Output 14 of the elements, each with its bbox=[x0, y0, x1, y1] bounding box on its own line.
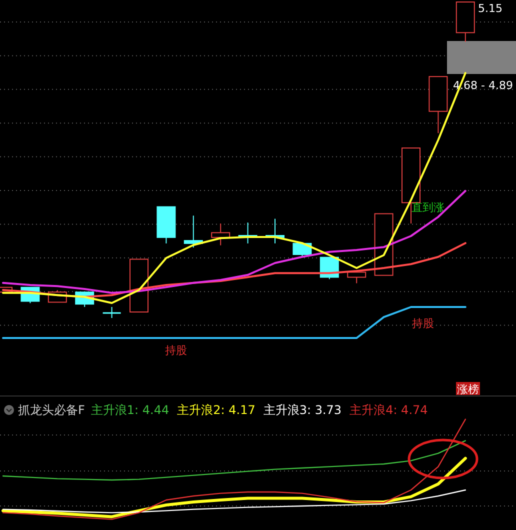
annotation: 持股 bbox=[412, 317, 434, 330]
annotation: 5.15 bbox=[478, 2, 502, 15]
text: 涨榜 bbox=[457, 383, 479, 396]
candlestick bbox=[211, 223, 230, 246]
text: 持股 bbox=[165, 344, 187, 357]
text: 主升浪4: 4.74 bbox=[350, 403, 428, 417]
candlestick bbox=[347, 272, 366, 284]
text: 主升浪2: 4.17 bbox=[177, 403, 256, 417]
text: 主升浪1: 4.44 bbox=[90, 403, 170, 417]
chart-title: 抓龙头必备F bbox=[18, 403, 85, 417]
candlestick bbox=[102, 306, 122, 318]
candlestick bbox=[292, 242, 312, 258]
text: 主升浪3: 3.73 bbox=[263, 403, 342, 417]
annotation: 直到涨 bbox=[412, 201, 444, 214]
